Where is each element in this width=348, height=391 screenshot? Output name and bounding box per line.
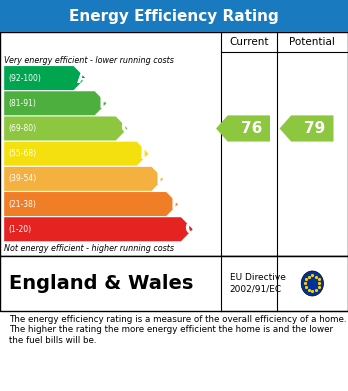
Text: Very energy efficient - lower running costs: Very energy efficient - lower running co… — [4, 56, 174, 65]
Polygon shape — [216, 115, 270, 142]
Polygon shape — [4, 142, 149, 166]
Bar — [0, 0, 348, 32]
Text: (1-20): (1-20) — [8, 225, 31, 234]
Circle shape — [301, 271, 324, 296]
Polygon shape — [4, 117, 127, 140]
Text: E: E — [156, 170, 167, 188]
Text: F: F — [171, 195, 182, 213]
Text: (92-100): (92-100) — [8, 74, 41, 83]
Text: (81-91): (81-91) — [8, 99, 36, 108]
Text: (39-54): (39-54) — [8, 174, 37, 183]
Text: Energy Efficiency Rating: Energy Efficiency Rating — [69, 9, 279, 23]
Polygon shape — [4, 66, 85, 90]
Bar — [0, 32, 348, 256]
Polygon shape — [4, 91, 106, 115]
Text: The energy efficiency rating is a measure of the overall efficiency of a home. T: The energy efficiency rating is a measur… — [9, 315, 346, 344]
Text: Current: Current — [229, 37, 269, 47]
Polygon shape — [4, 217, 193, 241]
Text: Potential: Potential — [290, 37, 335, 47]
Text: (21-38): (21-38) — [8, 199, 36, 208]
Text: A: A — [77, 69, 90, 87]
Text: (69-80): (69-80) — [8, 124, 37, 133]
Polygon shape — [4, 167, 163, 191]
Text: B: B — [98, 94, 111, 112]
Text: England & Wales: England & Wales — [9, 274, 193, 293]
Text: C: C — [120, 120, 132, 138]
Text: Not energy efficient - higher running costs: Not energy efficient - higher running co… — [4, 244, 174, 253]
Text: (55-68): (55-68) — [8, 149, 37, 158]
Text: EU Directive
2002/91/EC: EU Directive 2002/91/EC — [230, 273, 286, 294]
Text: D: D — [140, 145, 154, 163]
Polygon shape — [279, 115, 333, 142]
Text: 79: 79 — [304, 121, 325, 136]
Text: G: G — [184, 220, 198, 238]
Polygon shape — [4, 192, 178, 216]
Bar — [0, 256, 348, 311]
Text: 76: 76 — [240, 121, 262, 136]
